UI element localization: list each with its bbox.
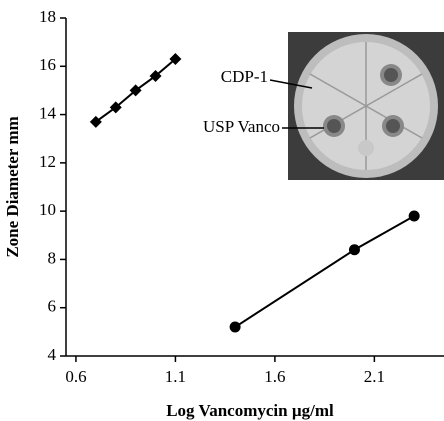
x-axis-title: Log Vancomycin µg/ml bbox=[166, 401, 334, 420]
series-line bbox=[234, 215, 415, 328]
y-tick-label: 14 bbox=[39, 103, 57, 122]
data-point bbox=[408, 210, 420, 222]
x-tick-label: 2.1 bbox=[364, 367, 385, 386]
data-point bbox=[129, 84, 142, 97]
y-tick-label: 16 bbox=[39, 55, 56, 74]
data-point bbox=[149, 69, 162, 82]
data-point bbox=[348, 244, 360, 256]
x-tick-label: 1.1 bbox=[165, 367, 186, 386]
y-tick-label: 8 bbox=[48, 248, 57, 267]
y-tick-label: 10 bbox=[39, 200, 56, 219]
data-point bbox=[109, 101, 122, 114]
y-tick-label: 18 bbox=[39, 7, 56, 26]
inset-photo bbox=[288, 32, 444, 180]
y-tick-label: 12 bbox=[39, 152, 56, 171]
data-point bbox=[89, 115, 102, 128]
data-point bbox=[229, 321, 241, 333]
y-axis-title: Zone Diameter mm bbox=[3, 116, 22, 257]
x-tick-label: 1.6 bbox=[264, 367, 285, 386]
y-tick-label: 6 bbox=[48, 297, 57, 316]
x-tick-label: 0.6 bbox=[65, 367, 86, 386]
y-tick-label: 4 bbox=[48, 345, 57, 364]
annotation: CDP-1 bbox=[221, 67, 268, 86]
annotation: USP Vanco bbox=[203, 117, 280, 136]
data-point bbox=[169, 53, 182, 66]
annotation-arrow bbox=[269, 79, 313, 89]
